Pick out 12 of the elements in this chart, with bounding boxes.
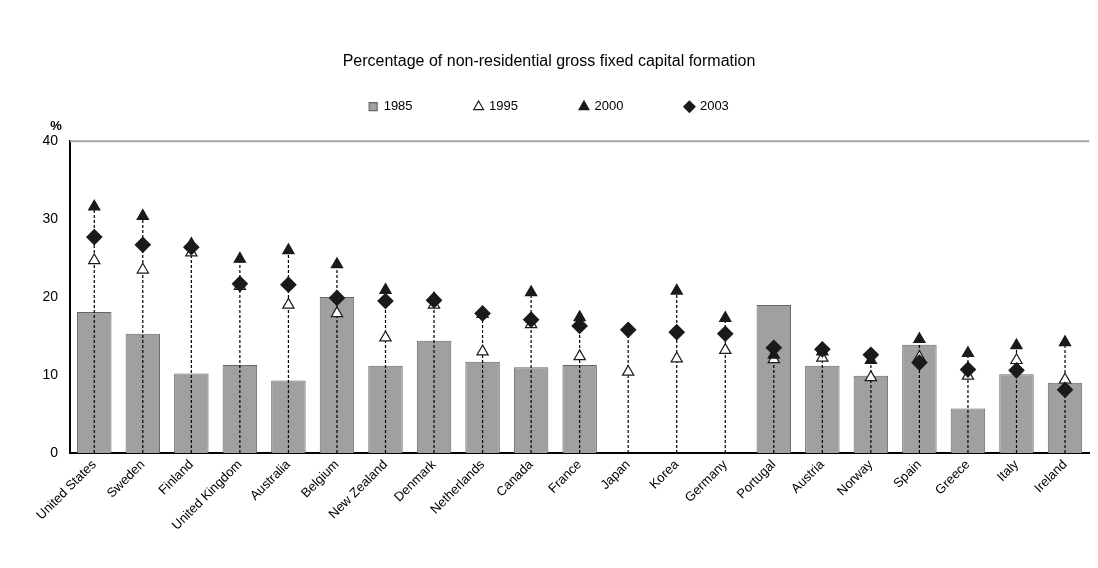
y-axis-title: % xyxy=(50,117,63,133)
y-tick-label: 20 xyxy=(42,287,59,304)
legend-label: 2000 xyxy=(594,98,624,114)
y-tick-label: 10 xyxy=(42,365,59,382)
legend-label: 2003 xyxy=(699,98,729,114)
y-tick-label: 40 xyxy=(42,132,59,149)
y-tick-label: 30 xyxy=(42,210,59,227)
chart-title: Percentage of non-residential gross fixed capital formation xyxy=(342,52,756,70)
legend-label: 1995 xyxy=(489,98,518,114)
y-tick-label: 0 xyxy=(50,443,59,460)
legend-label: 1985 xyxy=(383,98,413,114)
x-tick-label: Italy xyxy=(993,456,1022,485)
